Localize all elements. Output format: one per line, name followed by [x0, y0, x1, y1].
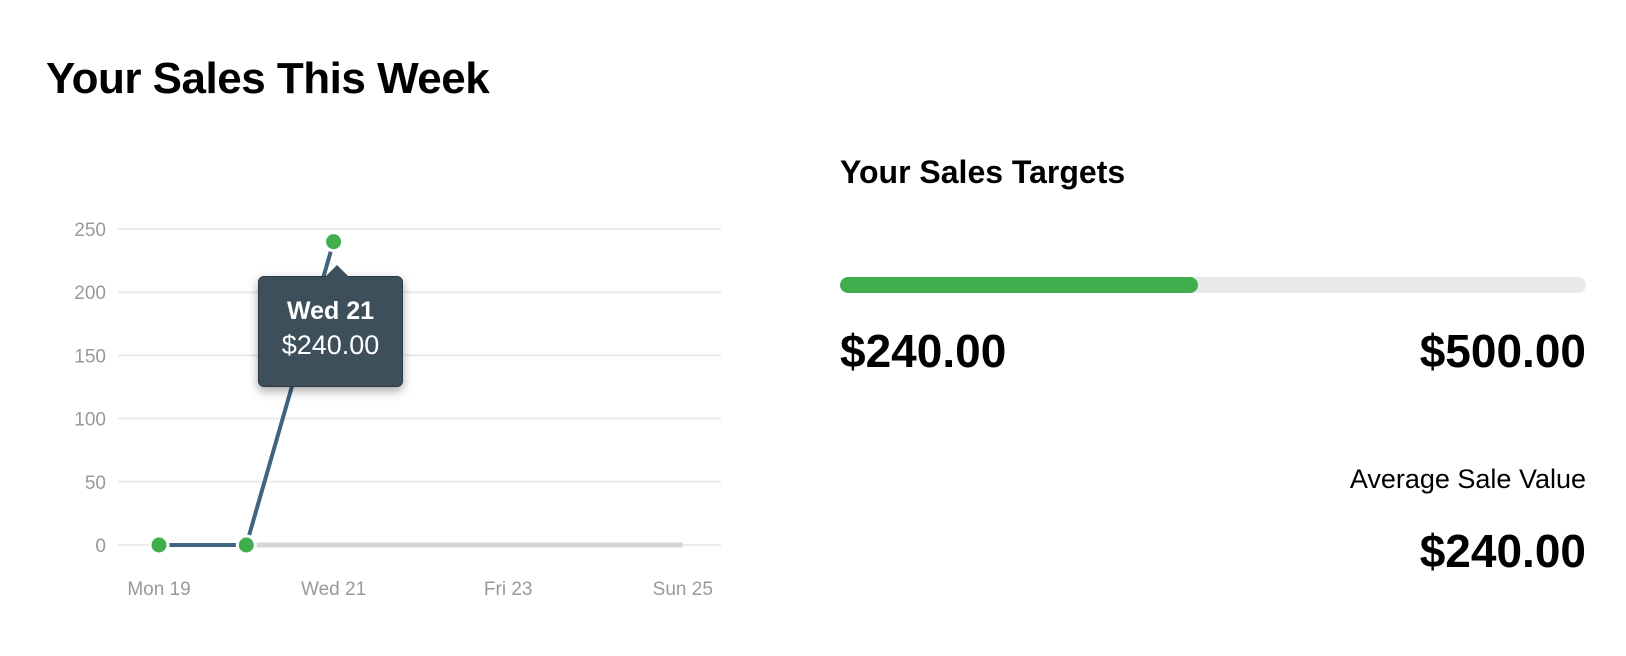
page-title: Your Sales This Week [46, 54, 490, 103]
sales-targets-title: Your Sales Targets [840, 154, 1126, 190]
progress-fill [840, 277, 1199, 293]
x-tick-label: Mon 19 [127, 579, 190, 600]
y-tick-label: 150 [74, 346, 106, 367]
x-tick-label: Sun 25 [653, 579, 713, 600]
target-sales-value: $500.00 [1419, 325, 1586, 377]
tooltip-date: Wed 21 [286, 297, 375, 325]
data-point-mon-19 [148, 534, 170, 556]
average-sale-label: Average Sale Value [1349, 464, 1586, 494]
tooltip-value: $240.00 [281, 330, 380, 360]
x-tick-label: Wed 21 [301, 579, 366, 600]
chart-tooltip: Wed 21 $240.00 [258, 265, 403, 387]
average-sale-value: $240.00 [1419, 525, 1586, 577]
y-tick-label: 50 [85, 473, 106, 494]
data-point-tue-20 [235, 534, 257, 556]
y-tick-label: 250 [74, 220, 106, 241]
data-point-wed-21 [323, 231, 345, 253]
y-tick-label: 0 [95, 536, 106, 557]
sales-target-progress-bar [840, 277, 1586, 293]
y-tick-label: 100 [74, 410, 106, 431]
x-tick-label: Fri 23 [484, 579, 533, 600]
current-sales-value: $240.00 [840, 325, 1007, 377]
y-tick-label: 200 [74, 283, 106, 304]
